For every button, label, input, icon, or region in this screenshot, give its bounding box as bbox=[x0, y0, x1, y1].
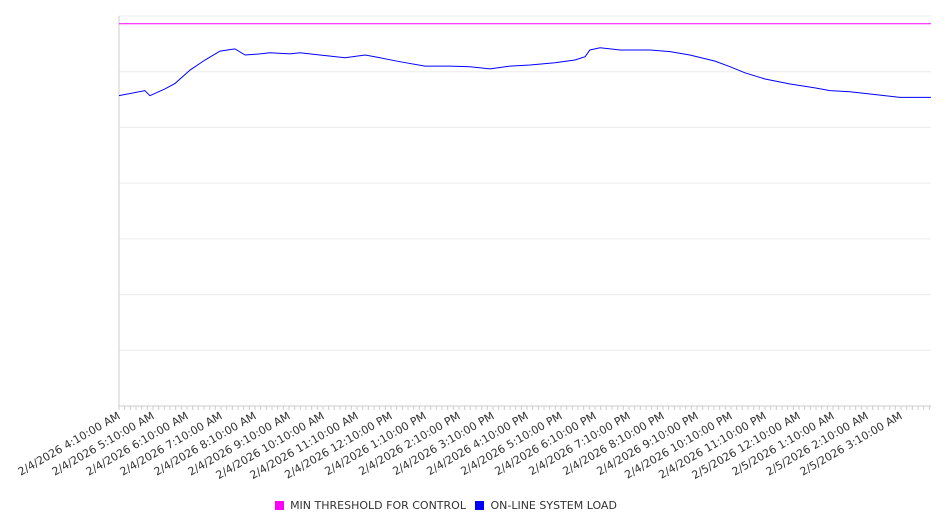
system-load-line bbox=[118, 47, 931, 98]
legend-swatch-threshold bbox=[275, 501, 285, 510]
legend-item-load[interactable]: ON-LINE SYSTEM LOAD bbox=[475, 499, 617, 512]
legend: MIN THRESHOLD FOR CONTROL ON-LINE SYSTEM… bbox=[0, 499, 892, 513]
legend-swatch-load bbox=[475, 501, 485, 510]
legend-item-threshold[interactable]: MIN THRESHOLD FOR CONTROL bbox=[275, 499, 466, 512]
legend-label-load: ON-LINE SYSTEM LOAD bbox=[490, 499, 617, 512]
legend-label-threshold: MIN THRESHOLD FOR CONTROL bbox=[290, 499, 466, 512]
